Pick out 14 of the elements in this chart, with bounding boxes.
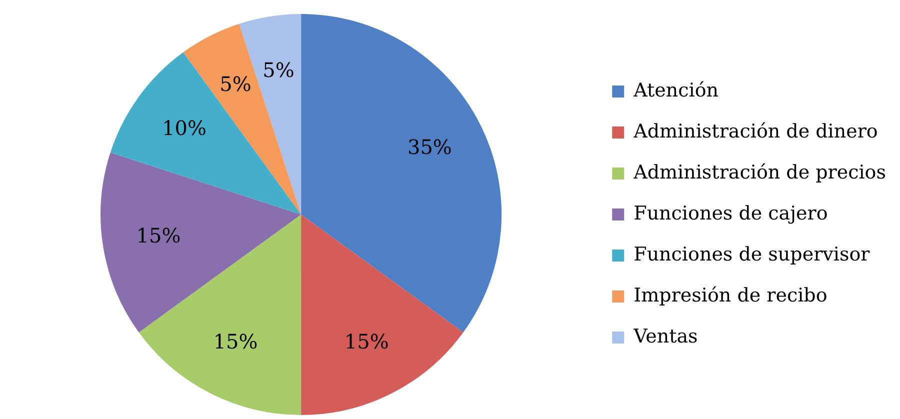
legend-label: Ventas [632,325,698,348]
legend-label: Impresión de recibo [634,284,828,306]
data-label: 15% [344,329,389,354]
legend-label: Funciones de supervisor [634,243,871,266]
data-label: 10% [162,116,207,140]
data-label: 5% [220,72,252,96]
legend-label: Administración de precios [632,161,886,184]
data-label: 15% [136,223,181,248]
data-label: 35% [407,135,452,160]
legend-label: Atención [632,79,719,102]
legend-label: Funciones de cajero [634,202,828,224]
legend-label: Administración de dinero [632,120,878,142]
data-label: 15% [213,329,258,354]
data-label: 5% [262,58,294,82]
